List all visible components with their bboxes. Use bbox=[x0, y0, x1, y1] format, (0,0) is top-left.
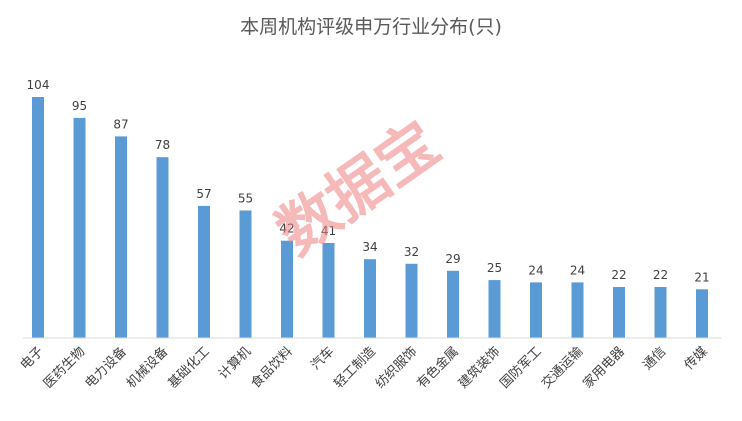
bar bbox=[488, 280, 501, 338]
x-tick-label: 电力设备 bbox=[82, 344, 130, 392]
data-label: 21 bbox=[694, 270, 709, 284]
chart-title: 本周机构评级申万行业分布(只) bbox=[240, 16, 502, 38]
bar bbox=[156, 157, 169, 338]
x-tick-label: 电子 bbox=[18, 344, 47, 373]
bar bbox=[239, 210, 252, 338]
bar bbox=[613, 287, 625, 338]
data-label: 87 bbox=[113, 117, 128, 131]
x-tick-label: 食品饮料 bbox=[248, 344, 296, 392]
data-label: 42 bbox=[279, 222, 294, 236]
bar bbox=[32, 97, 44, 338]
bar bbox=[364, 259, 376, 338]
data-label: 57 bbox=[196, 187, 211, 201]
data-labels-group: 104 95 87 78 57 55 42 41 34 32 29 25 24 24 22 22 21 bbox=[27, 78, 710, 284]
x-tick-label: 通信 bbox=[640, 344, 669, 373]
x-tick-label: 轻工制造 bbox=[331, 344, 378, 391]
x-tick-label: 基础化工 bbox=[165, 344, 212, 391]
data-label: 29 bbox=[445, 252, 460, 266]
bar bbox=[571, 282, 584, 338]
data-label: 32 bbox=[404, 245, 419, 259]
data-label: 78 bbox=[155, 138, 170, 152]
bar bbox=[115, 136, 127, 338]
x-tick-label: 纺织服饰 bbox=[373, 344, 420, 391]
bar bbox=[447, 270, 459, 338]
x-tick-label: 有色金属 bbox=[414, 344, 462, 392]
x-tick-label: 机械设备 bbox=[123, 344, 171, 392]
bar bbox=[281, 240, 293, 338]
data-label: 95 bbox=[72, 99, 87, 113]
x-tick-label: 交通运输 bbox=[538, 344, 586, 392]
x-tick-label: 建筑装饰 bbox=[455, 344, 503, 392]
data-label: 22 bbox=[611, 268, 626, 282]
x-tick-label: 传媒 bbox=[682, 344, 711, 373]
watermark: 数据宝 bbox=[265, 108, 453, 269]
bar bbox=[530, 282, 542, 338]
data-label: 55 bbox=[238, 192, 253, 206]
bar bbox=[654, 287, 667, 338]
x-tick-label: 计算机 bbox=[216, 344, 254, 382]
bar bbox=[73, 117, 86, 339]
bars-group bbox=[32, 97, 708, 339]
data-label: 41 bbox=[321, 224, 336, 238]
bar bbox=[198, 205, 210, 338]
data-label: 104 bbox=[27, 78, 50, 92]
data-label: 22 bbox=[653, 268, 668, 282]
x-tick-label: 家用电器 bbox=[580, 344, 628, 392]
x-tick-label: 医药生物 bbox=[41, 344, 88, 391]
data-label: 24 bbox=[570, 263, 585, 277]
data-label: 34 bbox=[362, 240, 377, 254]
bar bbox=[696, 289, 708, 338]
data-label: 24 bbox=[528, 263, 543, 277]
bar bbox=[322, 243, 335, 338]
x-tick-label: 汽车 bbox=[308, 344, 338, 374]
data-label: 25 bbox=[487, 261, 502, 275]
bar bbox=[405, 263, 418, 338]
x-tick-label: 国防军工 bbox=[497, 344, 545, 392]
